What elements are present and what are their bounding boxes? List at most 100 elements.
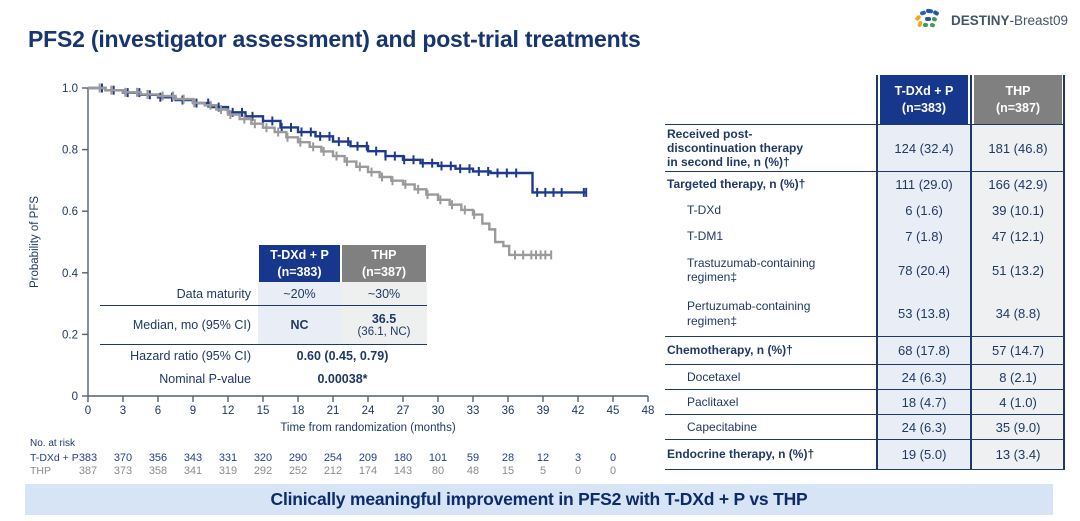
- x-tick-label: 39: [537, 405, 550, 417]
- table-row: Targeted therapy, n (%)† 111 (29.0) 166 (4…: [665, 172, 1065, 197]
- value-cell-tdxd: 19 (5.0): [877, 440, 971, 469]
- value-cell-tdxd: 68 (17.8): [877, 337, 971, 364]
- value-cell-tdxd: 18 (4.7): [877, 390, 971, 414]
- at-risk-value: 28: [502, 452, 514, 464]
- row-label: Capecitabine: [687, 419, 758, 434]
- at-risk-value: 59: [467, 452, 479, 464]
- row-label: Trastuzumab-containing regimen‡: [687, 255, 816, 284]
- row-label: T-DXd: [687, 202, 722, 217]
- table-row: Trastuzumab-containing regimen‡ 78 (20.4)…: [665, 249, 1065, 291]
- at-risk-row-label: T-DXd + P: [30, 452, 79, 464]
- stats-row-maturity: Data maturity ~20% ~30%: [100, 282, 427, 306]
- at-risk-value: 0: [610, 452, 616, 464]
- table-column-divider: [1062, 75, 1065, 470]
- x-tick-label: 18: [292, 405, 305, 417]
- x-tick-label: 21: [327, 405, 340, 417]
- stats-header-tdxd: T-DXd + P (n=383): [259, 245, 340, 282]
- y-tick-label: 0.4: [62, 268, 79, 280]
- y-tick-label: 0.2: [62, 329, 78, 341]
- value-cell-tdxd: 124 (32.4): [877, 125, 971, 171]
- at-risk-value: 358: [149, 465, 167, 477]
- km-chart: 1.00.80.60.40.200 3 6 9 12 15 18 21 24 27 30 33 36 39…: [29, 83, 654, 477]
- summary-banner-text: Clinically meaningful improvement in PFS…: [270, 489, 808, 509]
- value-cell-thp: 4 (1.0): [971, 390, 1065, 414]
- at-risk-value: 212: [324, 465, 342, 477]
- x-tick-label: 3: [120, 405, 126, 417]
- at-risk-value: 209: [359, 452, 377, 464]
- y-axis-title: Probability of PFS: [29, 196, 41, 288]
- x-tick-label: 12: [222, 405, 235, 417]
- x-tick-label: 30: [432, 405, 445, 417]
- stats-header-thp: THP (n=387): [342, 245, 426, 282]
- value-cell-tdxd: 24 (6.3): [877, 365, 971, 389]
- post-trial-table: T-DXd + P (n=383) THP (n=387) Received pos…: [665, 75, 1065, 470]
- table-row: Pertuzumab-containing regimen‡ 53 (13.8) 3…: [665, 291, 1065, 337]
- x-tick-label: 0: [85, 405, 91, 417]
- x-axis-title: Time from randomization (months): [280, 422, 455, 434]
- table-row: Docetaxel 24 (6.3) 8 (2.1): [665, 365, 1065, 390]
- value-cell-thp: 34 (8.8): [971, 291, 1065, 336]
- col-header-tdxd: T-DXd + P (n=383): [880, 75, 968, 124]
- value-cell-tdxd: 7 (1.8): [877, 223, 971, 249]
- x-tick-label: 24: [362, 405, 375, 417]
- at-risk-value: 80: [432, 465, 444, 477]
- at-risk-value: 48: [467, 465, 479, 477]
- stats-header-row: T-DXd + P (n=383) THP (n=387): [100, 245, 427, 282]
- row-label: T-DM1: [687, 228, 723, 243]
- at-risk-value: 319: [219, 465, 237, 477]
- value-cell-tdxd: 6 (1.6): [877, 197, 971, 223]
- at-risk-value: 383: [79, 452, 97, 464]
- x-tick-label: 33: [467, 405, 480, 417]
- at-risk-value: 143: [394, 465, 412, 477]
- at-risk-value: 3: [575, 452, 581, 464]
- x-tick-label: 15: [257, 405, 270, 417]
- x-tick-label: 42: [572, 405, 585, 417]
- x-tick-label: 9: [190, 405, 196, 417]
- value-cell-thp: 13 (3.4): [971, 440, 1065, 469]
- table-row: Endocrine therapy, n (%)† 19 (5.0) 13 (3.4…: [665, 440, 1065, 470]
- table-row: Chemotherapy, n (%)† 68 (17.8) 57 (14.7): [665, 337, 1065, 365]
- at-risk-value: 373: [114, 465, 132, 477]
- value-cell-thp: 181 (46.8): [971, 125, 1065, 171]
- table-header-row: T-DXd + P (n=383) THP (n=387): [665, 75, 1065, 125]
- table-row: Paclitaxel 18 (4.7) 4 (1.0): [665, 390, 1065, 415]
- at-risk-title: No. at risk: [30, 438, 76, 449]
- x-tick-label: 45: [607, 405, 620, 417]
- value-cell-thp: 47 (12.1): [971, 223, 1065, 249]
- at-risk-value: 15: [502, 465, 514, 477]
- at-risk-value: 320: [254, 452, 272, 464]
- table-row: T-DXd 6 (1.6) 39 (10.1): [665, 197, 1065, 223]
- at-risk-value: 5: [540, 465, 546, 477]
- pfs-stats-table: T-DXd + P (n=383) THP (n=387) Data matur…: [100, 245, 427, 390]
- at-risk-value: 252: [289, 465, 307, 477]
- at-risk-value: 331: [219, 452, 237, 464]
- x-tick-label: 27: [397, 405, 410, 417]
- at-risk-row-label: THP: [30, 465, 51, 477]
- row-label: Paclitaxel: [687, 394, 739, 409]
- value-cell-thp: 166 (42.9): [971, 172, 1065, 197]
- table-row: Received post- discontinuation therapy i…: [665, 125, 1065, 172]
- value-cell-tdxd: 24 (6.3): [877, 415, 971, 439]
- x-tick-label: 36: [502, 405, 515, 417]
- value-cell-tdxd: 78 (20.4): [877, 249, 971, 291]
- y-tick-label: 0: [72, 391, 78, 403]
- at-risk-value: 254: [324, 452, 342, 464]
- value-cell-tdxd: 111 (29.0): [877, 172, 971, 197]
- y-tick-label: 0.8: [62, 145, 78, 157]
- at-risk-value: 292: [254, 465, 272, 477]
- table-column-divider: [875, 75, 878, 470]
- at-risk-value: 180: [394, 452, 412, 464]
- table-row: T-DM1 7 (1.8) 47 (12.1): [665, 223, 1065, 249]
- at-risk-value: 387: [79, 465, 97, 477]
- stats-row-pvalue: Nominal P-value 0.00038*: [159, 371, 368, 386]
- row-label: Endocrine therapy, n (%)†: [667, 447, 815, 462]
- destiny-fan-icon: [915, 8, 939, 28]
- curve-tdxd-p: [88, 86, 587, 194]
- at-risk-value: 174: [359, 465, 377, 477]
- at-risk-value: 101: [429, 452, 447, 464]
- destiny-logo: DESTINY-Breast09: [914, 8, 1068, 32]
- summary-banner: Clinically meaningful improvement in PFS…: [25, 484, 1053, 515]
- at-risk-value: 356: [149, 452, 167, 464]
- page-title: PFS2 (investigator assessment) and post-…: [28, 26, 641, 52]
